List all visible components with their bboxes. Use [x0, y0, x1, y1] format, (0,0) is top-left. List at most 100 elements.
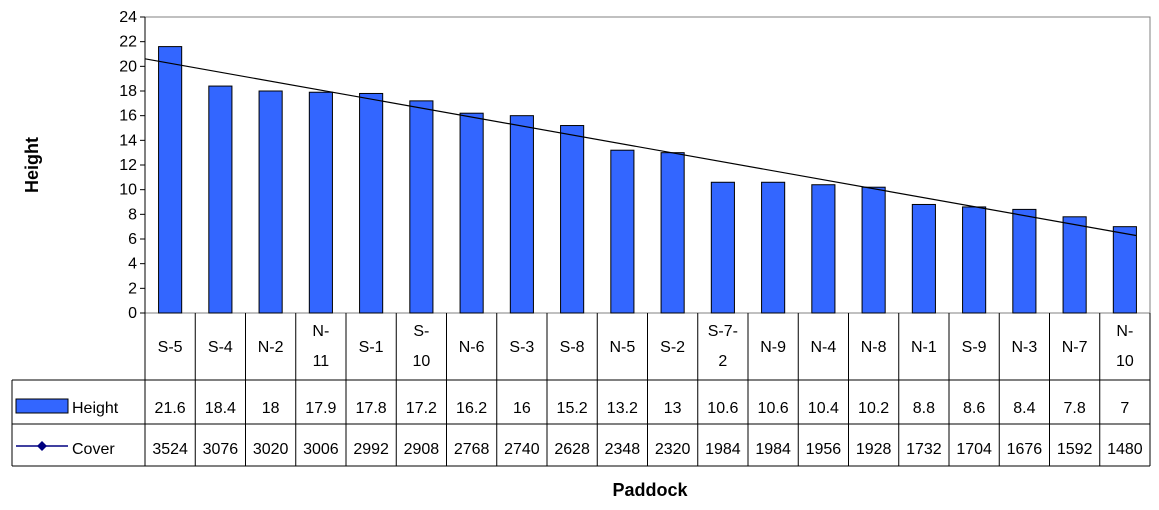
data-cell-cover: 2348 — [605, 441, 641, 458]
data-cell-cover: 1592 — [1057, 441, 1093, 458]
legend-marker-cover — [37, 441, 47, 451]
y-tick-label: 4 — [128, 256, 137, 273]
data-cell-height: 7.8 — [1064, 400, 1086, 417]
y-tick-label: 16 — [119, 108, 137, 125]
data-cell-height: 18 — [262, 400, 280, 417]
y-tick-label: 22 — [119, 34, 137, 51]
data-cell-cover: 1732 — [906, 441, 942, 458]
data-cell-height: 8.4 — [1013, 400, 1035, 417]
y-tick-label: 20 — [119, 58, 137, 75]
data-cell-height: 17.2 — [406, 400, 437, 417]
bar — [761, 181, 786, 314]
data-cell-height: 17.8 — [356, 400, 387, 417]
bar — [610, 149, 635, 314]
data-cell-height: 7 — [1120, 400, 1129, 417]
x-tick-label: 11 — [313, 353, 330, 370]
y-tick-label: 10 — [119, 182, 137, 199]
data-cell-height: 18.4 — [205, 400, 236, 417]
x-tick-label: N-6 — [459, 339, 485, 356]
legend-label-cover: Cover — [72, 441, 115, 458]
data-cell-height: 10.2 — [858, 400, 889, 417]
bar — [861, 186, 886, 314]
x-tick-label: S-9 — [962, 339, 987, 356]
y-tick-label: 18 — [119, 83, 137, 100]
data-cell-cover: 1984 — [705, 441, 741, 458]
x-tick-label: N-2 — [258, 339, 284, 356]
legend-swatch-height — [15, 398, 69, 414]
bar — [409, 100, 434, 314]
data-cell-cover: 2740 — [504, 441, 540, 458]
y-tick-label: 12 — [119, 157, 137, 174]
bar — [560, 125, 585, 314]
bar — [1012, 208, 1037, 314]
data-cell-cover: 3076 — [203, 441, 239, 458]
data-cell-height: 16.2 — [456, 400, 487, 417]
x-tick-label: S-8 — [560, 339, 585, 356]
bar — [258, 90, 283, 314]
x-tick-label: S-5 — [158, 339, 183, 356]
bar — [962, 206, 987, 314]
data-cell-cover: 1956 — [806, 441, 842, 458]
data-cell-cover: 3020 — [253, 441, 289, 458]
data-cell-cover: 2908 — [404, 441, 440, 458]
x-tick-label: 2 — [718, 353, 727, 370]
bar — [509, 115, 534, 314]
data-cell-height: 10.4 — [808, 400, 839, 417]
x-tick-label: 10 — [412, 353, 430, 370]
bar — [359, 92, 384, 314]
data-cell-height: 17.9 — [305, 400, 336, 417]
x-tick-label: S-4 — [208, 339, 233, 356]
x-axis-title: Paddock — [612, 480, 688, 500]
bar — [811, 184, 836, 314]
y-tick-label: 8 — [128, 206, 137, 223]
data-cell-height: 16 — [513, 400, 531, 417]
x-tick-label: N-9 — [760, 339, 786, 356]
y-tick-label: 24 — [119, 9, 137, 26]
bar — [1062, 216, 1087, 314]
data-table: S-5 S-4 N-2N-11S-1S-10N-6 S-3 S-8 N-5 S-2S-7-2… — [11, 313, 1151, 467]
data-cell-cover: 1704 — [956, 441, 992, 458]
bar — [158, 46, 183, 314]
data-cell-height: 21.6 — [155, 400, 186, 417]
x-tick-label: N-7 — [1062, 339, 1088, 356]
x-tick-label: N-1 — [911, 339, 937, 356]
data-cell-cover: 2768 — [454, 441, 490, 458]
data-cell-cover: 1676 — [1007, 441, 1043, 458]
data-cell-height: 13 — [664, 400, 682, 417]
bar — [208, 85, 233, 314]
y-axis-title: Height — [22, 137, 42, 193]
data-cell-cover: 2628 — [554, 441, 590, 458]
x-tick-label: 10 — [1116, 353, 1134, 370]
data-cell-cover: 2320 — [655, 441, 691, 458]
data-cell-cover: 2992 — [353, 441, 389, 458]
bar — [459, 112, 484, 314]
data-cell-height: 10.6 — [758, 400, 789, 417]
data-cell-height: 8.6 — [963, 400, 985, 417]
x-tick-label: N-3 — [1011, 339, 1037, 356]
x-tick-label: S-2 — [660, 339, 685, 356]
data-cell-cover: 1928 — [856, 441, 892, 458]
x-tick-label: N-8 — [861, 339, 887, 356]
x-tick-label: N- — [312, 323, 329, 340]
data-cell-height: 10.6 — [707, 400, 738, 417]
data-cell-cover: 3006 — [303, 441, 339, 458]
bar — [1112, 226, 1137, 314]
y-tick-label: 6 — [128, 231, 137, 248]
trend-line — [144, 58, 1137, 237]
bar — [710, 181, 735, 314]
y-tick-label: 14 — [119, 132, 137, 149]
bar — [308, 91, 333, 314]
bar — [660, 152, 685, 314]
y-tick-label: 2 — [128, 280, 137, 297]
data-cell-cover: 3524 — [152, 441, 188, 458]
legend-label-height: Height — [72, 400, 119, 417]
y-tick-label: 0 — [128, 305, 137, 322]
x-tick-label: S-1 — [359, 339, 384, 356]
x-tick-label: N-4 — [810, 339, 836, 356]
data-cell-height: 13.2 — [607, 400, 638, 417]
x-tick-label: N-5 — [609, 339, 635, 356]
data-cell-height: 8.8 — [913, 400, 935, 417]
x-tick-label: S- — [413, 323, 429, 340]
